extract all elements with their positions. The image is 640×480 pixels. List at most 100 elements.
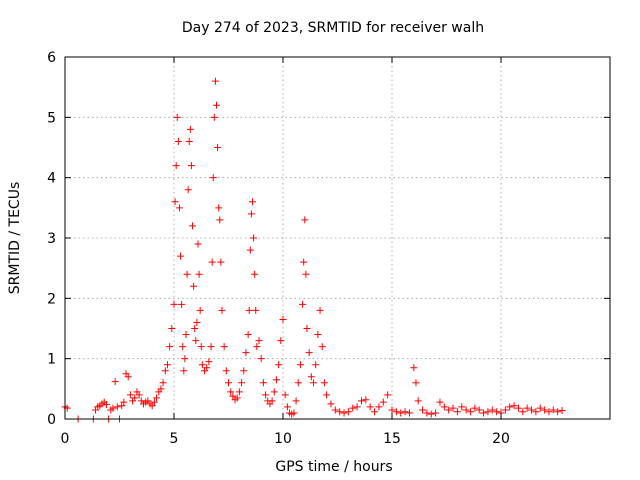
data-point: [294, 379, 302, 387]
data-point: [211, 77, 219, 85]
data-point: [203, 364, 211, 372]
data-point: [493, 408, 501, 416]
data-point: [195, 270, 203, 278]
y-tick-label: 0: [47, 412, 56, 428]
data-point: [453, 408, 461, 416]
data-point: [198, 361, 206, 369]
data-point: [445, 406, 453, 414]
data-point: [436, 398, 444, 406]
data-point: [253, 343, 261, 351]
data-point: [296, 361, 304, 369]
data-point: [314, 331, 322, 339]
data-point: [270, 388, 278, 396]
x-tick-label: 5: [170, 431, 179, 447]
data-point: [172, 162, 180, 170]
data-point: [279, 315, 287, 323]
data-point: [362, 396, 370, 404]
data-point: [163, 361, 171, 369]
data-point: [375, 403, 383, 411]
data-point: [268, 397, 276, 405]
data-point: [217, 258, 225, 266]
data-point: [126, 391, 134, 399]
data-point: [148, 402, 156, 410]
data-point: [523, 404, 531, 412]
data-point: [242, 349, 250, 357]
data-point: [302, 270, 310, 278]
data-point: [175, 204, 183, 212]
data-point: [331, 406, 339, 414]
data-point: [506, 403, 514, 411]
data-point: [262, 391, 270, 399]
data-point: [194, 240, 202, 248]
data-point: [166, 343, 174, 351]
data-point: [225, 379, 232, 387]
data-point: [192, 337, 200, 345]
data-point: [318, 343, 326, 351]
data-point: [208, 258, 216, 266]
data-point: [213, 101, 221, 109]
data-point: [109, 404, 117, 412]
data-point: [210, 113, 218, 121]
data-points: [61, 77, 566, 423]
data-point: [118, 402, 126, 410]
data-point: [344, 408, 352, 416]
data-point: [357, 397, 365, 405]
data-point: [458, 403, 466, 411]
data-point: [379, 398, 387, 406]
data-point: [440, 403, 448, 411]
data-point: [303, 325, 311, 332]
data-point: [196, 306, 204, 314]
data-point: [240, 367, 248, 375]
data-point: [197, 343, 205, 351]
data-point: [182, 331, 190, 339]
x-tick-label: 20: [492, 431, 510, 447]
data-point: [532, 408, 540, 416]
data-point: [283, 403, 291, 411]
data-point: [248, 198, 256, 206]
data-point: [536, 404, 544, 412]
data-point: [305, 349, 313, 357]
tick-labels: 0 1 2 3 4 5 6 0 5 10 15 20: [47, 50, 510, 447]
data-point: [189, 222, 197, 230]
data-point: [401, 408, 409, 416]
data-point: [229, 392, 237, 400]
data-point: [366, 403, 374, 411]
data-point: [410, 364, 418, 372]
data-point: [111, 378, 119, 386]
data-point: [519, 408, 527, 416]
data-point: [471, 404, 479, 412]
data-point: [251, 270, 259, 278]
data-point: [227, 388, 235, 396]
data-point: [179, 343, 187, 351]
data-point: [187, 162, 195, 170]
data-point: [488, 406, 496, 414]
data-point: [449, 404, 457, 412]
x-tick-label: 10: [274, 431, 292, 447]
data-point: [423, 409, 431, 417]
data-point: [238, 379, 246, 387]
data-point: [475, 406, 483, 414]
axes: [64, 56, 611, 420]
data-point: [397, 409, 405, 417]
data-point: [222, 367, 230, 375]
data-point: [514, 404, 522, 412]
data-point: [120, 398, 128, 406]
data-point: [180, 367, 188, 375]
data-point: [159, 379, 167, 387]
data-point: [307, 373, 315, 381]
data-point: [246, 246, 254, 254]
data-point: [299, 300, 307, 308]
x-tick-label: 0: [61, 431, 70, 447]
data-point: [259, 379, 267, 387]
y-tick-label: 2: [47, 291, 56, 307]
data-point: [247, 210, 255, 218]
data-point: [432, 409, 440, 417]
data-point: [193, 318, 201, 326]
data-point: [183, 270, 191, 278]
data-point: [301, 216, 309, 224]
data-point: [161, 367, 169, 375]
data-point: [173, 113, 181, 121]
data-point: [340, 409, 348, 417]
data-point: [277, 337, 285, 345]
